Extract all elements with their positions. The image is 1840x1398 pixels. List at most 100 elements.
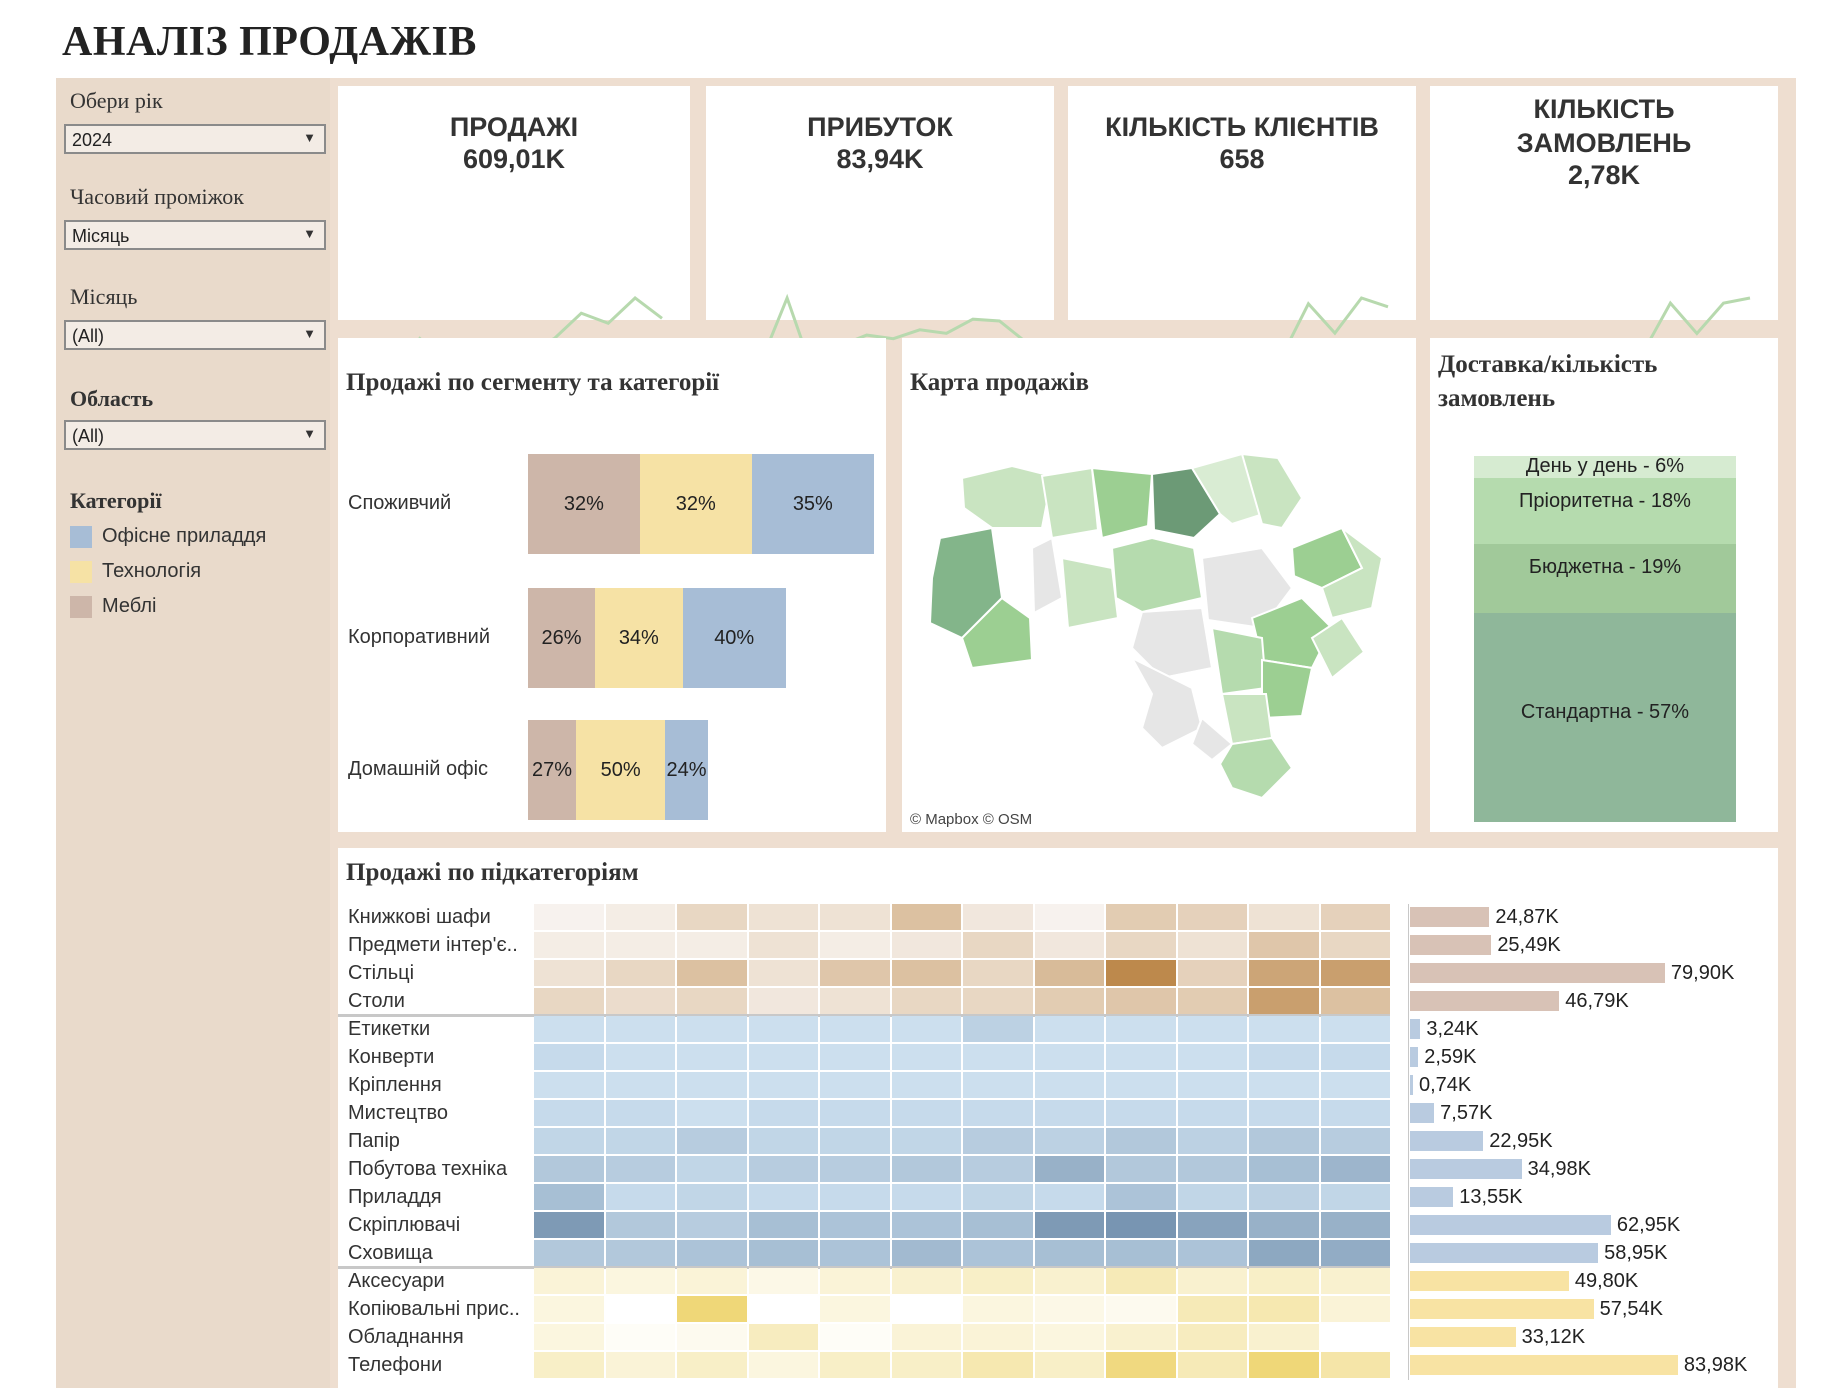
segment-bar-part[interactable]: 34% [595,588,683,688]
heatmap-cell[interactable] [1177,1100,1247,1126]
heatmap-cell[interactable] [1106,1156,1176,1182]
heatmap-cell[interactable] [1177,1296,1247,1322]
heatmap-cell[interactable] [1177,932,1247,958]
heatmap-cell[interactable] [534,932,604,958]
heatmap-cell[interactable] [677,1100,747,1126]
heatmap-cell[interactable] [677,1044,747,1070]
heatmap-cell[interactable] [1320,1296,1390,1322]
heatmap-cell[interactable] [963,1100,1033,1126]
heatmap-cell[interactable] [677,1128,747,1154]
heatmap-cell[interactable] [1177,1212,1247,1238]
heatmap-cell[interactable] [963,1352,1033,1378]
heatmap-cell[interactable] [748,988,818,1014]
heatmap-cell[interactable] [605,1100,675,1126]
heatmap-cell[interactable] [748,1100,818,1126]
subcategory-bar[interactable] [1410,1047,1419,1067]
heatmap-cell[interactable] [748,1212,818,1238]
heatmap-cell[interactable] [963,932,1033,958]
heatmap-cell[interactable] [1249,1184,1319,1210]
subcategory-bar[interactable] [1410,935,1492,955]
heatmap-cell[interactable] [820,1016,890,1042]
subcategory-bar[interactable] [1410,1103,1435,1123]
subcategory-bar[interactable] [1410,1131,1484,1151]
heatmap-cell[interactable] [1034,932,1104,958]
heatmap-cell[interactable] [1034,1352,1104,1378]
heatmap-cell[interactable] [534,1128,604,1154]
heatmap-cell[interactable] [963,1212,1033,1238]
heatmap-cell[interactable] [1034,1324,1104,1350]
heatmap-cell[interactable] [605,1324,675,1350]
heatmap-cell[interactable] [605,1184,675,1210]
heatmap-cell[interactable] [1034,1100,1104,1126]
heatmap-cell[interactable] [891,1072,961,1098]
heatmap-cell[interactable] [605,1072,675,1098]
delivery-segment[interactable]: Стандартна - 57% [1474,613,1736,822]
kpi-card-customers[interactable]: КІЛЬКІСТЬ КЛІЄНТІВ 658 [1068,86,1416,376]
heatmap-cell[interactable] [677,1352,747,1378]
subcategory-bar[interactable] [1410,1187,1454,1207]
heatmap-cell[interactable] [1249,1268,1319,1294]
heatmap-cell[interactable] [748,932,818,958]
heatmap-cell[interactable] [1249,1128,1319,1154]
heatmap-cell[interactable] [605,1212,675,1238]
subcategory-bar[interactable] [1410,1159,1522,1179]
heatmap-cell[interactable] [1177,1044,1247,1070]
heatmap-cell[interactable] [605,1240,675,1266]
heatmap-cell[interactable] [891,1324,961,1350]
heatmap-cell[interactable] [820,1184,890,1210]
segment-bar-part[interactable]: 50% [576,720,666,820]
heatmap-cell[interactable] [748,1184,818,1210]
heatmap-cell[interactable] [891,988,961,1014]
heatmap-cell[interactable] [534,1324,604,1350]
heatmap-cell[interactable] [1034,1240,1104,1266]
heatmap-cell[interactable] [891,1352,961,1378]
heatmap-cell[interactable] [1320,1184,1390,1210]
heatmap-cell[interactable] [534,1268,604,1294]
heatmap-cell[interactable] [1106,1044,1176,1070]
heatmap-cell[interactable] [605,1044,675,1070]
heatmap-cell[interactable] [677,1268,747,1294]
heatmap-cell[interactable] [748,1128,818,1154]
heatmap-cell[interactable] [605,1296,675,1322]
heatmap-cell[interactable] [1249,1072,1319,1098]
heatmap-cell[interactable] [820,1072,890,1098]
heatmap-cell[interactable] [1106,904,1176,930]
subcategory-bar[interactable] [1410,907,1490,927]
heatmap-cell[interactable] [963,1128,1033,1154]
heatmap-cell[interactable] [1320,960,1390,986]
heatmap-cell[interactable] [820,904,890,930]
ukraine-map[interactable] [902,398,1416,818]
period-select[interactable]: Місяць ▼ [64,220,326,250]
heatmap-cell[interactable] [677,1240,747,1266]
heatmap-cell[interactable] [1106,1072,1176,1098]
delivery-segment[interactable]: Пріоритетна - 18% [1474,477,1736,544]
heatmap-cell[interactable] [1034,1072,1104,1098]
heatmap-cell[interactable] [1034,1016,1104,1042]
heatmap-cell[interactable] [1320,1240,1390,1266]
heatmap-cell[interactable] [1034,1268,1104,1294]
segment-bar-part[interactable]: 27% [528,720,577,820]
heatmap-cell[interactable] [963,904,1033,930]
month-select[interactable]: (All) ▼ [64,320,326,350]
heatmap-cell[interactable] [963,1268,1033,1294]
heatmap-cell[interactable] [891,1184,961,1210]
subcategory-bar[interactable] [1410,1299,1594,1319]
kpi-card-sales[interactable]: ПРОДАЖІ 609,01K [338,86,690,377]
heatmap-cell[interactable] [1320,1156,1390,1182]
segment-bar-part[interactable]: 32% [528,454,640,554]
heatmap-cell[interactable] [534,960,604,986]
heatmap-cell[interactable] [1034,1128,1104,1154]
heatmap-cell[interactable] [963,1240,1033,1266]
heatmap-cell[interactable] [1320,1128,1390,1154]
heatmap-cell[interactable] [963,1072,1033,1098]
heatmap-cell[interactable] [605,1016,675,1042]
heatmap-cell[interactable] [1320,988,1390,1014]
heatmap-cell[interactable] [748,1072,818,1098]
segment-bar-part[interactable]: 24% [665,720,708,820]
subcategory-bar[interactable] [1410,1215,1611,1235]
heatmap-cell[interactable] [605,1352,675,1378]
heatmap-cell[interactable] [1249,1212,1319,1238]
heatmap-cell[interactable] [1177,1184,1247,1210]
heatmap-cell[interactable] [534,1212,604,1238]
heatmap-cell[interactable] [534,1352,604,1378]
